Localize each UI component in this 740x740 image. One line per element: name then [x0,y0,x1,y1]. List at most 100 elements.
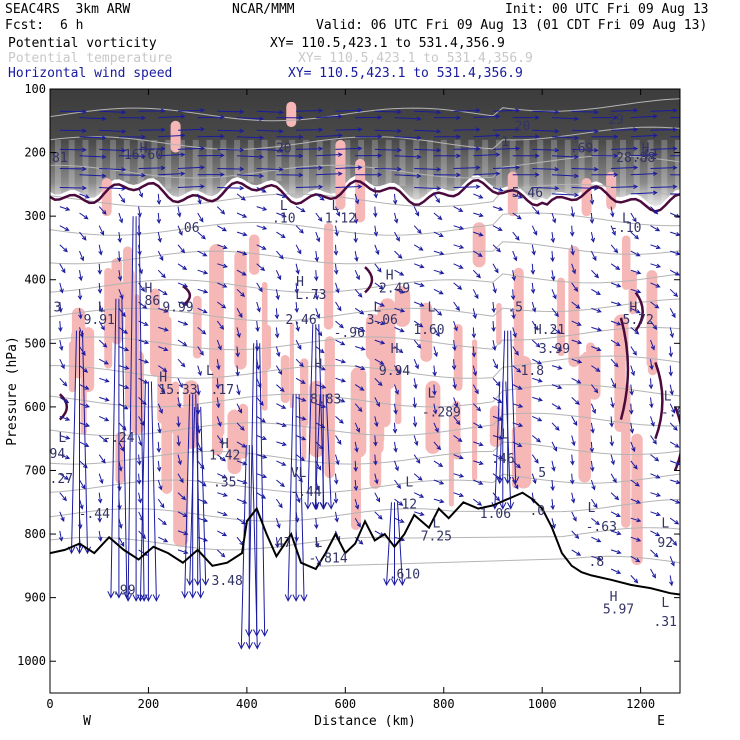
wind-arrow [236,422,245,431]
strat-streak [606,139,613,188]
wind-arrow [668,365,673,377]
pv-label: .69 [570,142,593,157]
wind-arrow [551,192,580,198]
wind-arrow [531,454,539,464]
wind-arrow [531,301,537,313]
wind-arrow [236,173,265,179]
wind-arrow [138,358,150,364]
wind-arrow [394,250,403,259]
y-axis-label: Pressure (hPa) [5,336,20,446]
wind-arrow [630,460,638,470]
wind-arrow [335,184,363,189]
pv-fill-patch [249,234,260,275]
pv-label: .5 [507,301,523,316]
wind-arrow [354,269,360,281]
theta-contour [50,298,680,322]
wind-arrow [197,134,225,139]
pv-label: .42 [634,148,657,163]
valid-time: Valid: 06 UTC Fri 09 Aug 13 (01 CDT Fri … [316,18,708,33]
theta-contour [50,273,680,293]
wind-arrow [355,172,383,177]
wind-arrow [550,232,556,244]
wind-arrow [492,108,521,113]
wind-arrow [99,186,127,191]
wind-arrow [669,536,678,546]
strat-streak [151,139,158,178]
wind-arrow [394,326,405,333]
wind-arrow [325,394,335,510]
wind-arrow [197,288,209,294]
wind-arrow [315,152,343,157]
wind-arrow [276,479,285,488]
wind-arrow [256,244,267,250]
wind-arrow [118,212,124,224]
pv-fill-patch [209,243,224,373]
wind-arrow [354,193,360,205]
wind-arrow [158,536,169,543]
wind-arrow [472,269,481,279]
wind-arrow [98,206,107,215]
wind-arrow [433,231,444,237]
wind-arrow [394,231,400,242]
wind-arrow [97,530,103,542]
wind-arrow [471,346,477,358]
wind-arrow [353,212,359,224]
strat-streak [482,139,489,178]
wind-arrow [591,384,599,394]
wind-arrow [136,454,142,466]
wind-arrow [491,321,496,333]
wind-arrow [315,212,323,222]
pv-contour [364,266,374,294]
wind-arrow [532,166,560,172]
wind-arrow [256,129,284,134]
wind-arrow [433,327,440,337]
wind-arrow [374,492,380,503]
wind-arrow [551,307,559,318]
wind-arrow [117,270,123,282]
wind-arrow [591,153,619,159]
wind-arrow [274,308,280,320]
wind-arrow [217,147,245,153]
wind-arrow [650,339,655,351]
theta-contour [50,326,680,351]
pv-label: 1.8 [521,364,544,379]
wind-arrow [177,301,189,307]
wind-arrow [551,365,563,370]
wind-arrow [394,307,406,313]
wind-arrow [669,441,680,448]
wind-arrow [590,479,596,491]
wind-arrow [630,152,658,157]
wind-arrow [473,231,484,237]
wind-arrow [453,435,463,443]
theta-contour [50,412,680,437]
wind-arrow [532,128,560,134]
pv-label: 94 [50,447,66,462]
strat-streak [661,139,668,205]
wind-arrow [115,298,123,599]
pv-label: -.24 [103,431,134,446]
wind-arrow [571,377,582,384]
wind-arrow [571,263,576,275]
wind-arrow [374,244,380,256]
wind-arrow [433,307,443,316]
wind-arrow [453,225,465,230]
wind-arrow [551,212,557,224]
wind-arrow [491,301,496,313]
wind-arrow [374,128,402,134]
wind-arrow [492,225,503,231]
wind-arrow [98,415,110,422]
wind-arrow [315,171,343,176]
wind-arrow [176,206,182,218]
pv-label: 8.83 [310,393,341,408]
wind-arrow [669,556,675,567]
wind-arrow [413,339,422,349]
wind-arrow [670,479,680,485]
wind-arrow [59,473,70,480]
theta-contour [50,241,680,265]
wind-arrow [630,288,642,294]
wind-arrow [275,289,280,301]
wind-arrow [177,184,205,189]
pv-fill-patch [394,366,402,425]
wind-arrow [590,422,595,434]
wind-arrow [394,498,404,506]
